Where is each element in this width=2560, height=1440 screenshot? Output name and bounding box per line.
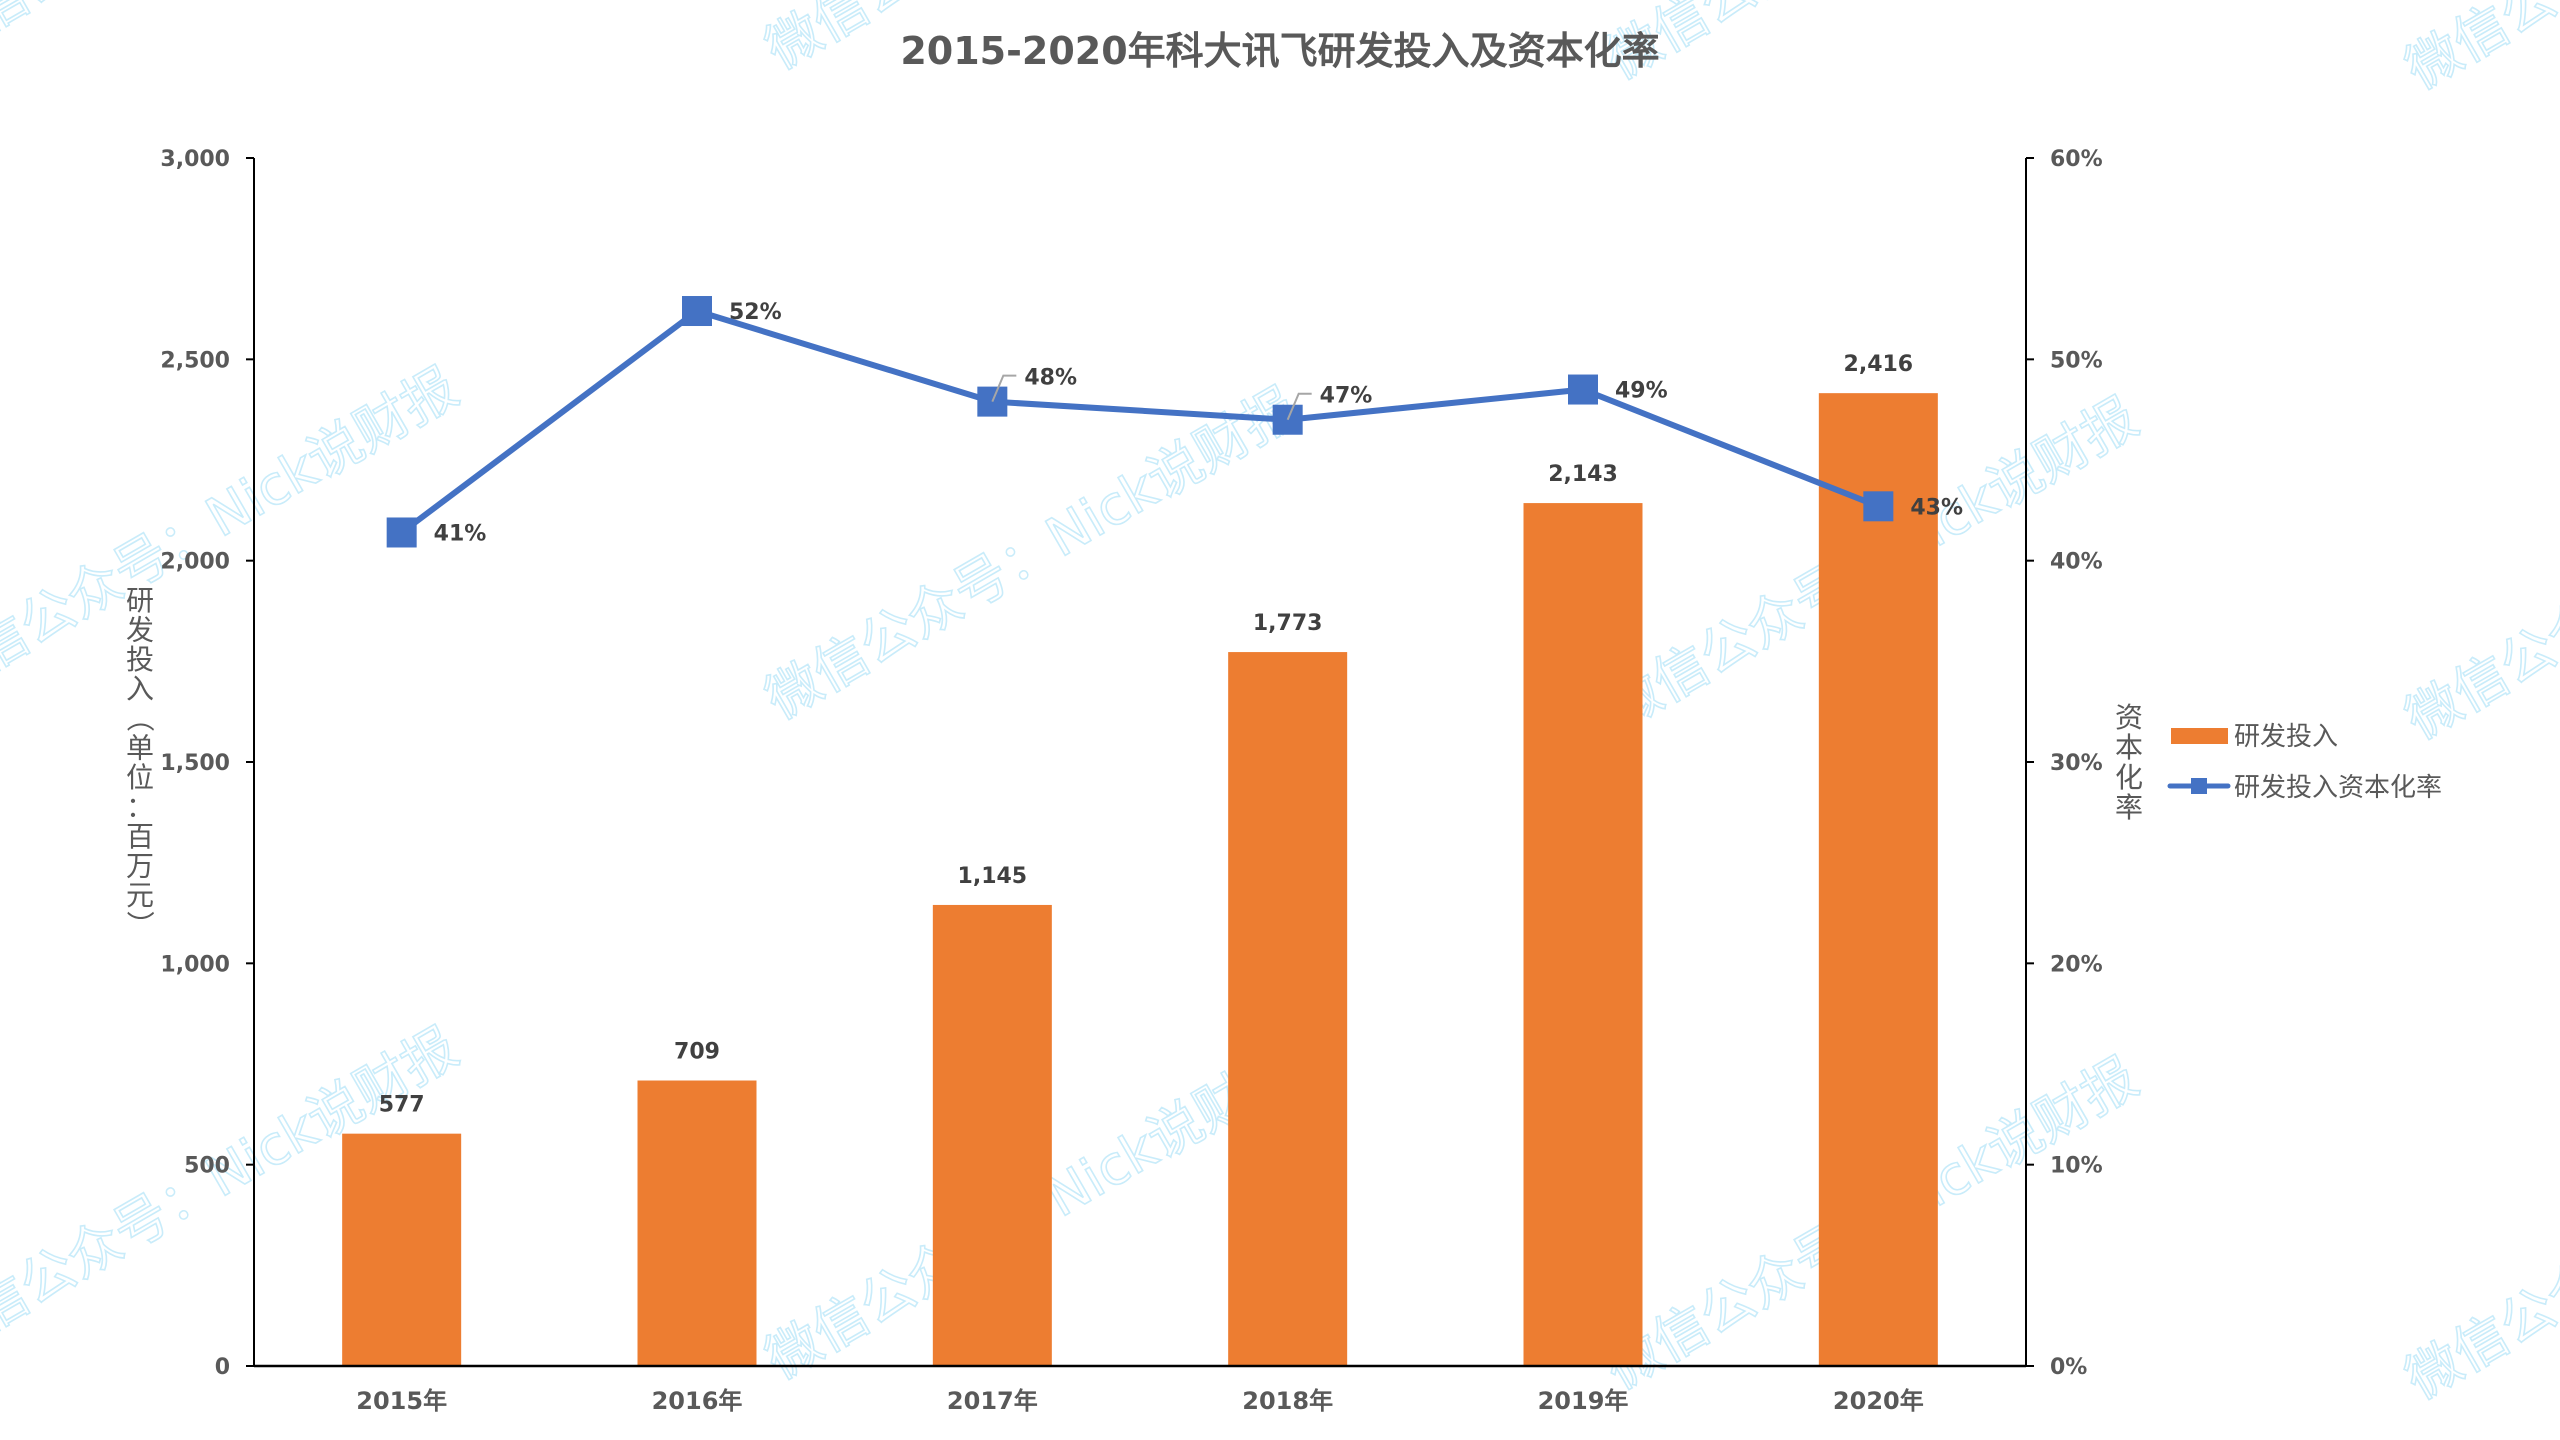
left-tick-label: 2,000	[160, 550, 230, 575]
axis-title-char: 元	[126, 879, 154, 912]
bar	[1228, 652, 1348, 1366]
axis-title-char: 单	[126, 732, 154, 765]
bar-data-label: 2,143	[1548, 462, 1618, 487]
square-marker-icon	[682, 296, 712, 327]
bar	[342, 1133, 462, 1366]
axis-title-char: ：	[126, 791, 154, 824]
bar-series	[342, 393, 1938, 1366]
line-data-label: 52%	[729, 300, 782, 325]
x-tick-label: 2020年	[1833, 1387, 1924, 1415]
line-data-label: 49%	[1615, 379, 1668, 404]
axis-title-char: 百	[126, 820, 154, 853]
bar-data-label: 2,416	[1844, 352, 1914, 377]
left-tick-label: 1,500	[160, 751, 230, 776]
x-axis-labels: 2015年 2016年 2017年 2018年 2019年 2020年	[356, 1387, 1923, 1415]
leader-line	[1286, 392, 1312, 421]
bar	[932, 904, 1052, 1366]
line-data-label: 48%	[1024, 366, 1077, 391]
line-data-label: 43%	[1910, 495, 1963, 520]
bar-data-label: 577	[379, 1093, 425, 1118]
legend-line-label: 研发投入资本化率	[2234, 773, 2442, 803]
watermark-text: 微信公众号：Nick说财报	[2395, 0, 2560, 101]
axis-title-char: 位	[126, 761, 154, 794]
right-tick-label: 30%	[2050, 751, 2103, 776]
leader-line	[991, 374, 1017, 403]
bar-data-label: 709	[674, 1040, 720, 1065]
watermark-text: 微信公众号：Nick说财报	[0, 0, 468, 71]
watermark-text: 微信公众号：Nick说财报	[2395, 1056, 2560, 1412]
left-tick-label: 0	[215, 1355, 230, 1380]
left-tick-label: 500	[184, 1154, 230, 1179]
legend: 研发投入 研发投入资本化率	[2167, 722, 2442, 803]
right-tick-label: 40%	[2050, 550, 2103, 575]
line-path	[399, 308, 1880, 535]
watermark-text: 微信公众号：Nick说财报	[755, 376, 1308, 732]
axis-title-char: 本	[2115, 731, 2143, 764]
right-tick-label: 60%	[2050, 147, 2103, 172]
watermark-text: 微信公众号：Nick说财报	[2395, 396, 2560, 752]
axis-title-char: 化	[2115, 761, 2143, 794]
axis-title-char: 投	[126, 643, 154, 676]
bar	[1818, 393, 1938, 1366]
right-tick-label: 20%	[2050, 952, 2103, 977]
line-data-label: 47%	[1320, 384, 1373, 409]
legend-bar-swatch-icon	[2171, 728, 2228, 744]
x-tick-label: 2018年	[1242, 1387, 1333, 1415]
left-axis-title: 研发投入（单位：百万元）	[123, 584, 156, 939]
axis-title-char: 发	[126, 614, 154, 647]
line-data-label: 41%	[434, 521, 487, 546]
bar	[1523, 503, 1643, 1366]
square-marker-icon	[386, 517, 417, 548]
right-tick-label: 0%	[2050, 1355, 2087, 1380]
axis-title-char: 率	[2115, 791, 2143, 824]
axis-title-char: 研	[126, 584, 154, 617]
x-tick-label: 2017年	[947, 1387, 1038, 1415]
right-axis-title: 资本化率	[2115, 701, 2143, 824]
left-tick-label: 3,000	[160, 147, 230, 172]
axis-title-char: ）	[123, 910, 156, 938]
left-tick-label: 1,000	[160, 952, 230, 977]
right-axis-ticks: 0% 10% 20% 30% 40% 50% 60%	[2026, 147, 2103, 1380]
x-tick-label: 2019年	[1538, 1387, 1629, 1415]
legend-square-marker-icon	[2191, 778, 2207, 794]
left-tick-label: 2,500	[160, 348, 230, 373]
axis-title-char: 资	[2115, 701, 2143, 734]
square-marker-icon	[1863, 491, 1894, 522]
x-tick-label: 2016年	[652, 1387, 743, 1415]
axis-title-char: 入	[126, 673, 154, 706]
line-data-labels: 41% 52% 48% 47% 49% 43%	[434, 300, 1963, 546]
chart-title: 2015-2020年科大讯飞研发投入及资本化率	[900, 29, 1659, 73]
bar-data-label: 1,145	[958, 864, 1028, 889]
bar-data-label: 1,773	[1253, 611, 1323, 636]
right-tick-label: 10%	[2050, 1154, 2103, 1179]
legend-item-bar[interactable]: 研发投入	[2171, 722, 2338, 752]
bar	[637, 1080, 757, 1366]
legend-bar-label: 研发投入	[2234, 722, 2338, 752]
bar-data-labels: 577 709 1,145 1,773 2,143 2,416	[379, 352, 1913, 1118]
left-axis-ticks: 0 500 1,000 1,500 2,000 2,500 3,000	[160, 147, 254, 1380]
square-marker-icon	[1568, 374, 1598, 405]
right-tick-label: 50%	[2050, 348, 2103, 373]
watermark-text: 微信公众号：Nick说财报	[1595, 0, 2148, 91]
x-tick-label: 2015年	[356, 1387, 447, 1415]
axis-title-char: （	[123, 704, 156, 732]
legend-item-line[interactable]: 研发投入资本化率	[2167, 773, 2442, 803]
axis-title-char: 万	[126, 850, 154, 883]
